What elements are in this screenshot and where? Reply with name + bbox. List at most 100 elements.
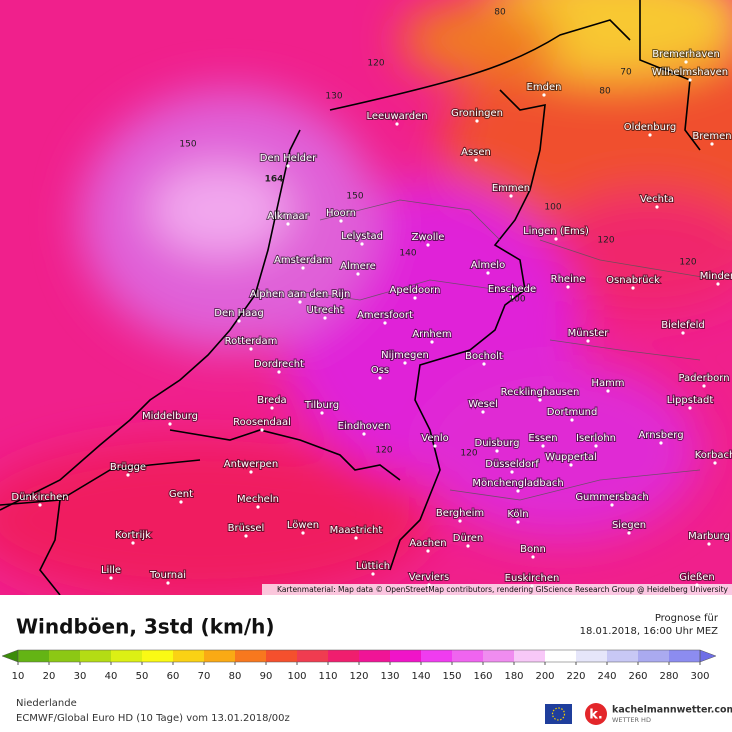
city-label: Nijmegen [381, 350, 429, 361]
contour-label: 130 [325, 92, 342, 102]
city-dot [433, 444, 437, 448]
city-dot [495, 449, 499, 453]
legend-swatch [669, 650, 700, 662]
city-dot [659, 441, 663, 445]
city-dot [237, 319, 241, 323]
city-dot [681, 331, 685, 335]
city-label: Münster [568, 328, 610, 339]
legend-swatch [266, 650, 297, 662]
legend-swatch [49, 650, 80, 662]
city-dot [354, 536, 358, 540]
city-label: Paderborn [678, 373, 729, 384]
eu-stars [551, 707, 566, 721]
city-dot [482, 362, 486, 366]
city-dot [244, 534, 248, 538]
legend-swatch [390, 650, 421, 662]
city-label: Tournai [149, 570, 186, 581]
brand-logo [585, 703, 607, 725]
legend-swatch [80, 650, 111, 662]
city-label: Bocholt [465, 351, 503, 362]
city-dot [395, 122, 399, 126]
city-dot [378, 376, 382, 380]
city-dot [688, 406, 692, 410]
legend-swatch [111, 650, 142, 662]
legend-tick-label: 180 [504, 671, 523, 682]
legend-tick-label: 60 [167, 671, 180, 682]
city-dot [249, 470, 253, 474]
city-dot [277, 370, 281, 374]
legend-tick-label: 80 [229, 671, 242, 682]
city-dot [570, 418, 574, 422]
city-label: Euskirchen [505, 573, 560, 584]
city-dot [474, 158, 478, 162]
city-label: Iserlohn [576, 433, 616, 444]
legend-swatch [173, 650, 204, 662]
city-label: Düsseldorf [485, 459, 539, 470]
contour-label: 120 [679, 258, 696, 268]
city-dot [323, 316, 327, 320]
legend-tick-label: 120 [349, 671, 368, 682]
city-dot [320, 411, 324, 415]
city-label: Brügge [110, 462, 146, 473]
city-label: Oss [371, 365, 389, 376]
city-label: Gent [169, 489, 193, 500]
contour-labels: 80 120 130 70 80 150 164 150 100 120 120 140 100 120 1… [179, 8, 696, 459]
city-label: Leeuwarden [366, 111, 427, 122]
city-dot [286, 222, 290, 226]
city-label: Rheine [551, 274, 586, 285]
city-label: Verviers [409, 572, 450, 583]
contour-label: 164 [265, 175, 284, 185]
contour-label: 150 [346, 192, 363, 202]
city-dot [631, 286, 635, 290]
city-dot [516, 489, 520, 493]
city-label: Alkmaar [267, 211, 309, 222]
legend-tick-label: 110 [318, 671, 337, 682]
city-dot [166, 581, 170, 585]
title: Windböen, 3std (km/h) [16, 615, 275, 639]
city-dot [627, 531, 631, 535]
city-dot [260, 428, 264, 432]
city-dot [688, 78, 692, 82]
city-dot [383, 321, 387, 325]
city-label: Almere [340, 261, 376, 272]
city-dot [566, 285, 570, 289]
legend-swatch [359, 650, 390, 662]
city-label: Bremerhaven [652, 49, 720, 60]
city-label: Dortmund [547, 407, 598, 418]
city-label: Wilhelmshaven [652, 67, 728, 78]
city-dot [413, 296, 417, 300]
city-label: Köln [507, 509, 528, 520]
city-label: Lippstadt [667, 395, 714, 406]
city-label: Arnsberg [638, 430, 683, 441]
city-label: Gießen [679, 572, 714, 583]
city-dot [586, 339, 590, 343]
brand-sub: WETTER HD [612, 716, 651, 724]
legend-tick-label: 280 [659, 671, 678, 682]
legend-tick-label: 200 [535, 671, 554, 682]
city-dot [510, 295, 514, 299]
city-label: Tilburg [304, 400, 339, 411]
city-label: Emmen [492, 183, 530, 194]
legend-swatch [204, 650, 235, 662]
city-dot [301, 266, 305, 270]
city-dot [256, 505, 260, 509]
city-label: Lingen (Ems) [523, 226, 589, 237]
legend-tick-label: 50 [136, 671, 149, 682]
legend-tick-label: 10 [12, 671, 25, 682]
city-label: Enschede [488, 284, 536, 295]
city-labels: Bremerhaven Wilhelmshaven Emden Groningen Le… [10, 48, 732, 588]
city-label: Hoorn [326, 208, 356, 219]
legend-tick-label: 20 [43, 671, 56, 682]
city-label: Emden [527, 82, 562, 93]
legend-tick-label: 140 [411, 671, 430, 682]
city-dot [648, 133, 652, 137]
city-label: Kortrijk [115, 530, 151, 541]
city-label: Amsterdam [274, 255, 332, 266]
region: Niederlande [16, 698, 77, 709]
city-label: Breda [257, 395, 286, 406]
contour-label: 120 [375, 446, 392, 456]
city-label: Apeldoorn [390, 285, 441, 296]
legend-swatch [514, 650, 545, 662]
city-dot [481, 410, 485, 414]
